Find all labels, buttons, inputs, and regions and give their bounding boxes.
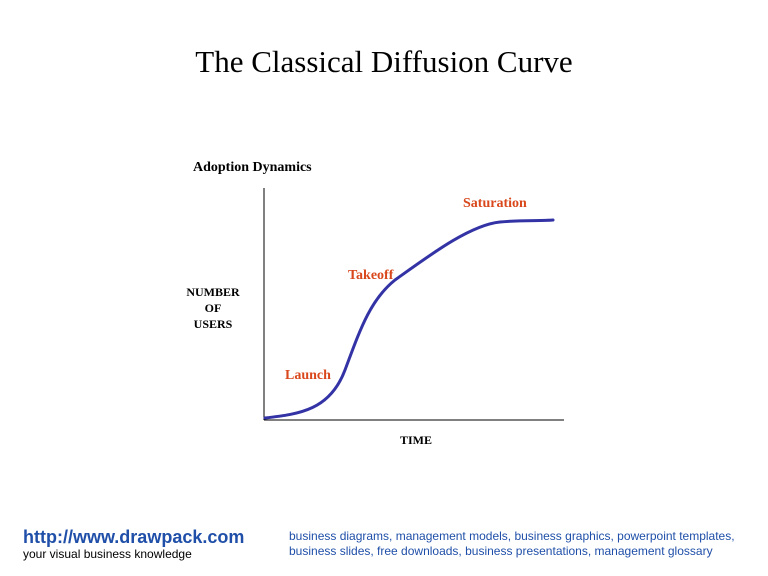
footer-tagline: your visual business knowledge — [23, 547, 192, 561]
diagram-subtitle: Adoption Dynamics — [193, 160, 312, 175]
stage-label-saturation: Saturation — [463, 196, 527, 211]
page-title: The Classical Diffusion Curve — [195, 44, 573, 79]
diffusion-curve — [263, 218, 555, 420]
y-axis-label-line: NUMBER — [186, 285, 240, 299]
y-axis-label-line: OF — [204, 301, 222, 315]
stage-label-takeoff: Takeoff — [348, 268, 394, 283]
footer-description: business diagrams, management models, bu… — [289, 529, 735, 558]
y-axis-label: NUMBER OF USERS — [178, 284, 248, 332]
footer-url-link[interactable]: http://www.drawpack.com — [23, 527, 245, 547]
x-axis-label: TIME — [399, 433, 432, 447]
stage-label-launch: Launch — [285, 368, 331, 383]
y-axis-label-line: USERS — [193, 317, 233, 331]
